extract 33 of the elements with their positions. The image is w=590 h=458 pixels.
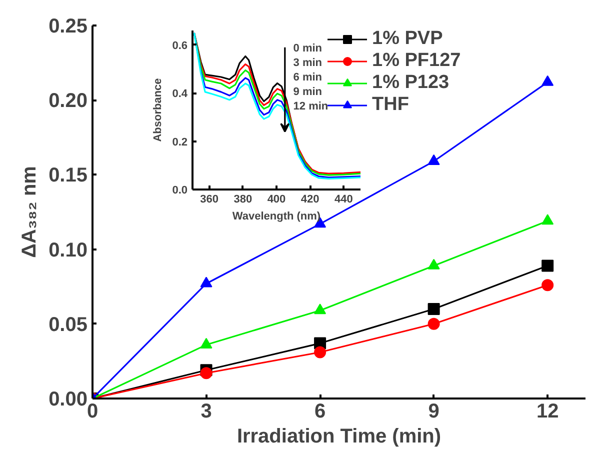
x-tick-label: 360 [200,194,218,206]
x-axis-title: Irradiation Time (min) [236,426,442,448]
x-tick-label: 9 [428,400,440,422]
x-tick-label: 0 [86,400,98,422]
y-tick-label: 0.15 [48,164,88,187]
y-tick-label: 0.2 [172,136,188,148]
y-axis-title: Absorbance [152,78,164,142]
x-tick-label: 440 [334,194,353,206]
y-tick-label: 0.6 [172,40,188,52]
x-axis-title: Wavelength (nm) [232,210,321,222]
y-axis-title: ΔA₃₈₂ nm [18,166,41,258]
x-tick-label: 400 [267,194,286,206]
annotation: 0 min [293,42,322,55]
y-tick-label: 0.10 [48,239,88,262]
y-tick-label: 0.25 [48,16,88,38]
annotation: 3 min [293,57,322,70]
y-tick-label: 0.0 [172,184,188,196]
legend-label: 1% PVP [372,28,443,50]
x-tick-label: 420 [300,194,320,206]
y-tick-label: 0.20 [48,90,88,112]
x-tick-label: 3 [200,400,212,422]
y-tick-label: 0.05 [48,314,88,336]
annotation: 9 min [293,86,322,98]
x-tick-label: 380 [234,194,252,206]
x-tick-label: 12 [536,400,559,422]
y-tick-label: 0.00 [48,388,88,410]
y-tick-label: 0.4 [172,88,188,100]
annotation: 6 min [293,71,322,84]
legend-label: 1% P123 [372,72,450,94]
x-tick-label: 6 [314,400,326,422]
annotation: 12 min [293,100,328,112]
legend-label: 1% PF127 [372,50,461,72]
legend-label: THF [372,94,409,116]
